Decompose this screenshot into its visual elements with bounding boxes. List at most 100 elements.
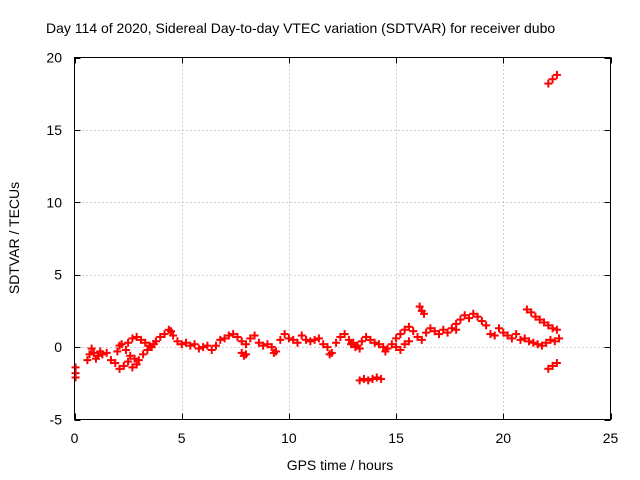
data-point <box>347 340 356 349</box>
data-point <box>310 335 319 344</box>
data-point <box>542 338 551 347</box>
data-point <box>233 332 242 341</box>
data-point <box>186 341 195 350</box>
data-point <box>336 332 345 341</box>
data-point <box>126 351 135 360</box>
data-points <box>71 70 564 385</box>
data-point <box>396 345 405 354</box>
data-point <box>147 343 156 352</box>
data-point <box>199 343 208 352</box>
data-point <box>259 341 268 350</box>
data-point <box>473 312 482 321</box>
data-point <box>417 335 426 344</box>
data-point <box>377 374 386 383</box>
data-point <box>355 376 364 385</box>
data-point <box>224 331 233 340</box>
data-point <box>374 340 383 349</box>
data-point <box>400 340 409 349</box>
data-point <box>351 343 360 352</box>
data-point <box>387 340 396 349</box>
data-point <box>128 334 137 343</box>
data-point <box>242 350 251 359</box>
data-point <box>111 359 120 368</box>
data-point <box>87 344 96 353</box>
data-point <box>302 335 311 344</box>
x-tick-label: 5 <box>178 430 186 446</box>
data-point <box>177 340 186 349</box>
data-point <box>452 319 461 328</box>
data-point <box>94 351 103 360</box>
data-point <box>383 344 392 353</box>
axis-ticks: 0 5 10 15 20 25 -5 0 5 10 15 20 <box>46 50 618 447</box>
data-point <box>216 335 225 344</box>
data-point <box>439 325 448 334</box>
data-point <box>460 311 469 320</box>
data-point <box>284 334 293 343</box>
data-point <box>544 364 553 373</box>
y-tick-label: 5 <box>54 267 62 283</box>
data-point <box>379 343 388 352</box>
data-point <box>552 359 561 368</box>
data-point <box>113 347 122 356</box>
data-point <box>469 309 478 318</box>
data-point <box>520 334 529 343</box>
x-tick-label: 15 <box>388 430 404 446</box>
data-point <box>362 332 371 341</box>
data-point <box>525 337 534 346</box>
data-point <box>527 308 536 317</box>
y-tick-label: 0 <box>54 339 62 355</box>
data-point <box>499 328 508 337</box>
data-point <box>124 338 133 347</box>
data-point <box>207 345 216 354</box>
data-point <box>550 337 559 346</box>
y-tick-label: 15 <box>46 122 62 138</box>
data-point <box>141 338 150 347</box>
data-point <box>203 341 212 350</box>
data-point <box>503 331 512 340</box>
data-point <box>124 357 133 366</box>
data-point <box>132 332 141 341</box>
chart-title: Day 114 of 2020, Sidereal Day-to-day VTE… <box>46 20 555 36</box>
y-tick-label: 20 <box>46 50 62 66</box>
data-point <box>169 331 178 340</box>
data-point <box>134 356 143 365</box>
data-point <box>552 70 561 79</box>
data-point <box>400 325 409 334</box>
data-point <box>495 324 504 333</box>
data-point <box>522 305 531 314</box>
data-point <box>512 330 521 339</box>
data-point <box>293 338 302 347</box>
data-point <box>537 341 546 350</box>
data-point <box>392 343 401 352</box>
data-point <box>548 75 557 84</box>
data-point <box>419 309 428 318</box>
data-point <box>544 79 553 88</box>
data-point <box>344 335 353 344</box>
data-point <box>546 335 555 344</box>
data-point <box>98 350 107 359</box>
data-point <box>89 348 98 357</box>
data-point <box>392 334 401 343</box>
data-point <box>372 373 381 382</box>
x-tick-label: 0 <box>71 430 79 446</box>
data-point <box>237 337 246 346</box>
data-point <box>396 330 405 339</box>
data-point <box>160 330 169 339</box>
data-point <box>297 331 306 340</box>
data-point <box>194 344 203 353</box>
data-point <box>368 374 377 383</box>
data-point <box>533 340 542 349</box>
data-point <box>106 356 115 365</box>
data-point <box>166 327 175 336</box>
data-point <box>212 341 221 350</box>
data-point <box>422 328 431 337</box>
data-point <box>327 348 336 357</box>
data-point <box>490 331 499 340</box>
data-point <box>181 338 190 347</box>
data-point <box>548 361 557 370</box>
x-axis-label: GPS time / hours <box>287 457 394 473</box>
data-point <box>434 330 443 339</box>
data-point <box>121 345 130 354</box>
x-tick-label: 20 <box>496 430 512 446</box>
